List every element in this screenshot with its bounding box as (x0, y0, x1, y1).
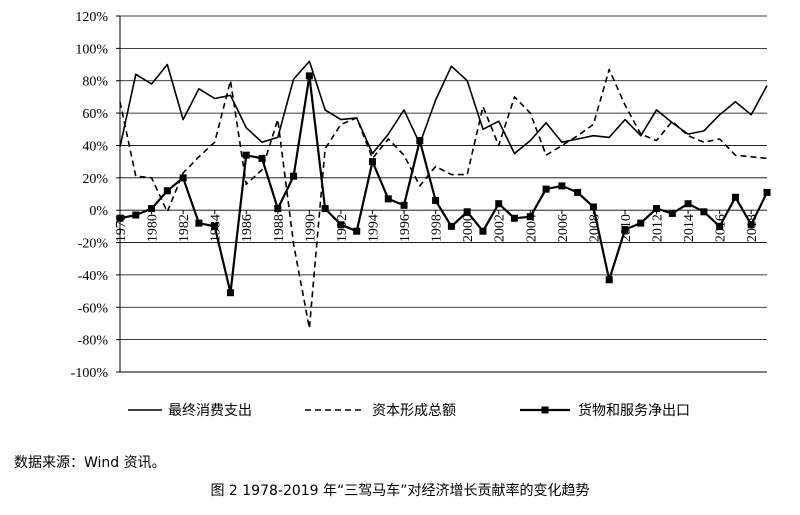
series-point-3 (700, 208, 708, 216)
y-tick-label: -40% (78, 269, 109, 284)
series-point-3 (290, 172, 298, 180)
series-point-3 (148, 205, 156, 213)
y-tick-label: -60% (78, 301, 109, 316)
x-tick-label: 2000 (461, 214, 476, 242)
x-tick-label: 1988 (272, 214, 287, 242)
x-tick-label: 2002 (493, 214, 508, 242)
series-point-3 (653, 205, 661, 213)
series-point-3 (195, 219, 203, 227)
series-point-3 (274, 205, 282, 213)
y-tick-label: 100% (75, 42, 108, 57)
x-tick-label: 1980 (146, 214, 161, 242)
series-point-3 (589, 203, 597, 211)
series-point-3 (637, 219, 645, 227)
series-point-3 (511, 214, 519, 222)
y-tick-label: 120% (75, 10, 108, 25)
series-point-3 (605, 276, 613, 284)
series-point-3 (163, 187, 171, 195)
series-point-3 (242, 151, 250, 159)
chart: 120% 100% 80% 60% 40% 20% 0% -20% -40% -60% -80% -1… (71, 10, 771, 419)
series-point-3 (132, 211, 140, 219)
series-point-3 (432, 196, 440, 204)
x-tick-label: 2012 (651, 214, 666, 242)
x-tick-label: 1986 (240, 214, 255, 242)
series-point-3 (558, 182, 566, 190)
series-point-3 (400, 201, 408, 209)
series-point-3 (211, 222, 219, 230)
series-point-3 (684, 200, 692, 208)
series-point-3 (384, 195, 392, 203)
series-point-3 (716, 222, 724, 230)
series-point-3 (321, 205, 329, 213)
legend-marker (541, 406, 549, 414)
series-point-3 (337, 221, 345, 229)
series-point-3 (542, 185, 550, 193)
series-point-3 (258, 154, 266, 162)
x-tick-label: 2004 (524, 214, 539, 242)
series-point-3 (574, 188, 582, 196)
series-point-3 (731, 193, 739, 201)
series-point-3 (116, 214, 124, 222)
source-note: 数据来源：Wind 资讯。 (14, 455, 166, 471)
series-point-3 (526, 213, 534, 221)
x-tick-label: 1994 (366, 214, 381, 242)
x-tick-label: 1998 (430, 214, 445, 242)
legend-label-3: 货物和服务净出口 (578, 402, 690, 419)
legend-label-2: 资本形成总额 (372, 403, 456, 419)
x-tick-label: 2014 (682, 214, 697, 242)
series-point-3 (368, 158, 376, 166)
series-point-3 (763, 188, 771, 196)
x-tick-label: 1982 (177, 214, 192, 242)
x-tick-label: 2006 (556, 214, 571, 242)
y-tick-label: -100% (71, 366, 109, 381)
series-point-3 (179, 174, 187, 182)
series-point-3 (416, 137, 424, 145)
series-point-3 (479, 227, 487, 235)
series-point-3 (668, 209, 676, 217)
y-tick-label: -80% (78, 334, 109, 349)
series-point-3 (353, 227, 361, 235)
legend-label-1: 最终消费支出 (168, 403, 252, 419)
series-line-3 (119, 74, 768, 294)
series-point-3 (226, 289, 234, 297)
figure-title: 图 2 1978-2019 年“三驾马车”对经济增长贡献率的变化趋势 (210, 483, 590, 499)
series-point-3 (447, 222, 455, 230)
series-line-1 (119, 60, 768, 155)
y-tick-label: -20% (78, 237, 109, 252)
series-point-3 (621, 226, 629, 234)
x-tick-label: 1990 (303, 214, 318, 242)
series-point-3 (747, 221, 755, 229)
series-point-3 (305, 72, 313, 80)
y-tick-label: 80% (82, 75, 108, 90)
series-line-2 (119, 68, 768, 330)
x-tick-label: 1996 (398, 214, 413, 242)
y-tick-label: 60% (82, 107, 108, 122)
y-tick-label: 0% (89, 204, 108, 219)
series-point-3 (463, 208, 471, 216)
y-tick-label: 20% (82, 172, 108, 187)
series-point-3 (495, 200, 503, 208)
y-tick-label: 40% (82, 139, 108, 154)
